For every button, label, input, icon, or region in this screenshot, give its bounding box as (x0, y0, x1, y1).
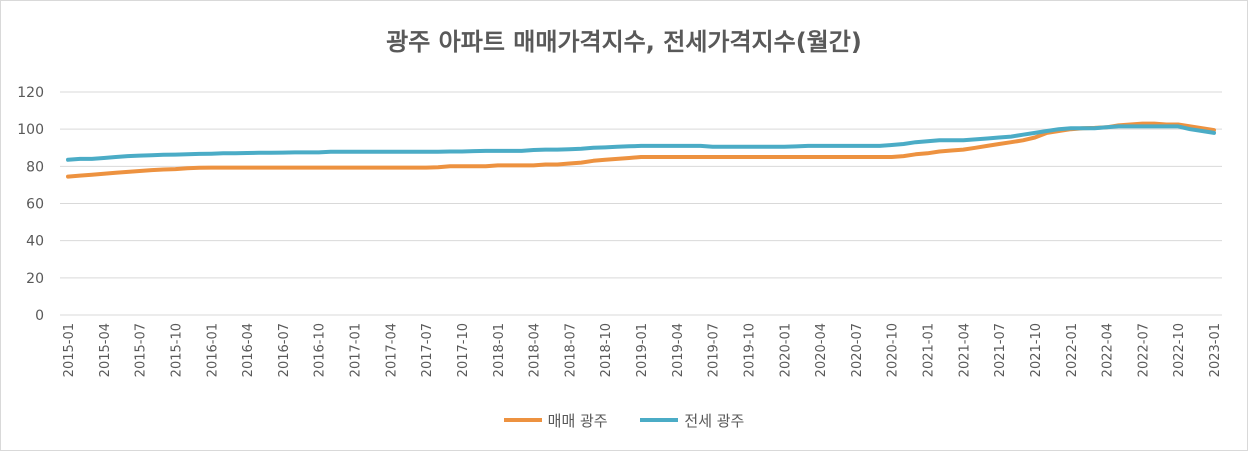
x-axis-ticks: 2015-01 2015-04 2015-07 2015-10 2016-01 2016-… (62, 323, 1223, 377)
x-tick-label: 2015-10 (169, 323, 184, 377)
y-tick-label: 120 (17, 85, 44, 101)
x-tick-label: 2017-07 (420, 323, 435, 377)
x-tick-label: 2015-07 (134, 323, 149, 377)
series-line-0 (66, 121, 1216, 179)
x-tick-label: 2016-01 (205, 323, 220, 377)
series-line-1 (66, 124, 1216, 162)
x-tick-label: 2022-07 (1136, 323, 1151, 377)
y-tick-label: 40 (26, 234, 44, 250)
legend: 매매 광주 전세 광주 (0, 408, 1248, 431)
x-tick-label: 2015-04 (98, 323, 113, 377)
x-tick-label: 2018-10 (599, 323, 614, 377)
legend-label-sale: 매매 광주 (547, 411, 608, 430)
x-tick-label: 2023-01 (1208, 323, 1223, 377)
y-tick-label: 0 (35, 308, 44, 324)
legend-label-jeonse: 전세 광주 (684, 411, 745, 430)
chart-title: 광주 아파트 매매가격지수, 전세가격지수(월간) (386, 28, 862, 56)
x-tick-label: 2020-01 (778, 323, 793, 377)
x-tick-label: 2022-04 (1101, 323, 1116, 377)
y-tick-label: 60 (26, 197, 44, 213)
x-tick-label: 2019-01 (635, 323, 650, 377)
x-tick-label: 2021-10 (1029, 323, 1044, 377)
x-tick-label: 2022-10 (1172, 323, 1187, 377)
x-tick-label: 2016-04 (241, 323, 256, 377)
legend-item-jeonse: 전세 광주 (640, 410, 744, 431)
y-tick-label: 100 (17, 122, 44, 138)
x-tick-label: 2020-10 (886, 323, 901, 377)
x-tick-label: 2020-07 (850, 323, 865, 377)
x-tick-label: 2017-01 (349, 323, 364, 377)
x-tick-label: 2018-07 (563, 323, 578, 377)
y-tick-label: 80 (26, 159, 44, 175)
x-tick-label: 2021-04 (957, 323, 972, 377)
x-tick-label: 2022-01 (1065, 323, 1080, 377)
x-tick-label: 2021-01 (922, 323, 937, 377)
y-axis-ticks: 0 20 40 60 80 100 120 (17, 85, 44, 324)
x-tick-label: 2021-07 (993, 323, 1008, 377)
x-tick-label: 2017-10 (456, 323, 471, 377)
x-tick-label: 2019-07 (707, 323, 722, 377)
x-tick-label: 2016-10 (313, 323, 328, 377)
x-tick-label: 2016-07 (277, 323, 292, 377)
x-tick-label: 2015-01 (62, 323, 77, 377)
gridlines (60, 91, 1222, 316)
x-tick-label: 2018-01 (492, 323, 507, 377)
x-tick-label: 2018-04 (528, 323, 543, 377)
x-tick-label: 2020-04 (814, 323, 829, 377)
legend-swatch-jeonse (640, 418, 679, 422)
x-tick-label: 2017-04 (384, 323, 399, 377)
legend-item-sale: 매매 광주 (503, 410, 608, 431)
y-tick-label: 20 (26, 271, 44, 287)
series-lines (66, 121, 1216, 179)
x-tick-label: 2019-10 (742, 323, 757, 377)
x-tick-label: 2019-04 (671, 323, 686, 377)
legend-swatch-sale (503, 418, 542, 422)
